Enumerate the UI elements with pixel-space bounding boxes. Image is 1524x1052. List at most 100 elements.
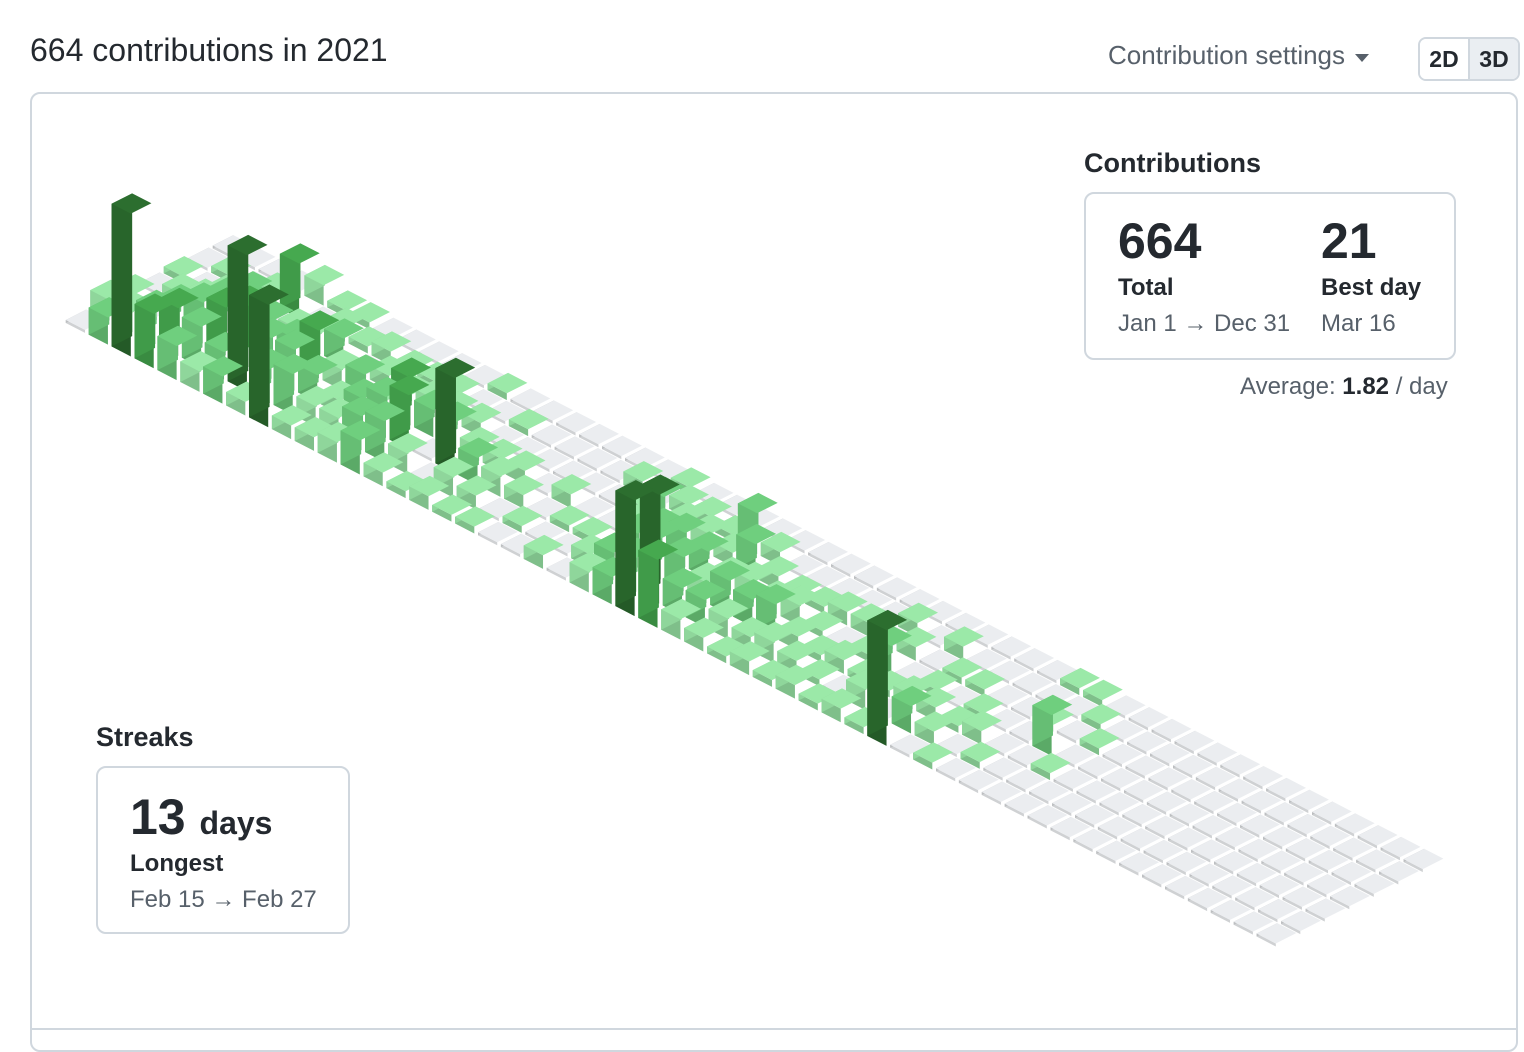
contribution-tile xyxy=(1259,874,1300,899)
contribution-bar xyxy=(914,711,955,746)
contribution-tile xyxy=(1220,754,1261,778)
contribution-bar xyxy=(706,636,747,664)
contribution-tile xyxy=(1192,815,1233,839)
contribution-tile xyxy=(1151,718,1192,743)
contribution-tile xyxy=(1238,838,1279,863)
contribution-tile xyxy=(1281,910,1321,935)
contribution-tile xyxy=(1235,887,1276,911)
contribution-bar xyxy=(549,505,590,533)
contribution-bar xyxy=(896,626,937,661)
contribution-tile xyxy=(1146,791,1187,815)
contribution-tile xyxy=(577,448,618,472)
contribution-tile xyxy=(808,541,849,566)
contribution-tile xyxy=(1172,754,1213,779)
contribution-bar xyxy=(1032,694,1073,756)
contribution-tile xyxy=(1210,899,1251,923)
contribution-tile xyxy=(1258,898,1299,923)
contribution-bar xyxy=(248,284,289,428)
contribution-tile xyxy=(1330,885,1370,910)
contribution-bar xyxy=(752,659,793,687)
contribution-tile xyxy=(1142,864,1182,888)
contribution-tile xyxy=(1282,886,1323,910)
contribution-bar xyxy=(960,741,1001,769)
contribution-bar xyxy=(891,685,932,734)
contribution-tile xyxy=(983,757,1024,781)
streaks-heading: Streaks xyxy=(96,722,194,752)
contribution-bar xyxy=(1082,679,1123,707)
contribution-tile xyxy=(531,424,572,448)
contribution-tile xyxy=(1150,743,1190,767)
longest-streak-range: Feb 15 → Feb 27 xyxy=(130,886,317,913)
contribution-tile xyxy=(1261,850,1302,874)
toggle-2d-button[interactable]: 2D xyxy=(1420,39,1470,79)
contribution-tile xyxy=(1379,861,1419,885)
contribution-bar xyxy=(1030,752,1071,781)
contribution-tile xyxy=(554,436,595,460)
contribution-tile xyxy=(1078,756,1119,780)
contribution-tile xyxy=(876,577,917,601)
contribution-tile xyxy=(1169,803,1210,827)
contribution-bar xyxy=(386,470,427,499)
average-suffix: / day xyxy=(1395,373,1448,400)
contribution-tile xyxy=(890,734,931,758)
best-day-date: Mar 16 xyxy=(1321,310,1396,337)
contribution-tile xyxy=(556,412,597,436)
contribution-tile xyxy=(1148,767,1189,791)
contribution-tile xyxy=(1119,852,1160,876)
contribution-tile xyxy=(1266,777,1307,802)
contribution-tile xyxy=(1285,838,1326,862)
contribution-tile xyxy=(579,423,620,448)
contribution-tile xyxy=(1076,780,1117,804)
contribution-tile xyxy=(602,435,642,460)
contribution-tile xyxy=(477,521,518,546)
contribution-tile xyxy=(1174,730,1215,755)
average-line: Average: 1.82 / day xyxy=(1240,373,1448,401)
contribution-tile xyxy=(1333,837,1374,861)
contribution-tile xyxy=(919,649,960,673)
contribution-tile xyxy=(1096,840,1137,864)
toggle-3d-button[interactable]: 3D xyxy=(1470,39,1518,79)
contribution-tile xyxy=(1166,851,1207,876)
contribution-tile xyxy=(1189,863,1230,887)
contribution-tile xyxy=(1168,827,1209,851)
contribution-bar xyxy=(867,609,908,746)
contribution-bar xyxy=(279,243,320,319)
contribution-tile xyxy=(1217,802,1258,827)
contribution-bar xyxy=(487,372,528,401)
contribution-tile xyxy=(1037,659,1078,684)
contribution-bar xyxy=(227,234,268,392)
contribution-tile xyxy=(1289,789,1329,814)
total-label: Total xyxy=(1118,274,1174,301)
contribution-tile xyxy=(1073,828,1114,853)
contribution-tile xyxy=(1311,801,1352,825)
contribution-bar xyxy=(821,688,862,723)
contributions-heading: Contributions xyxy=(1084,148,1261,178)
chevron-down-icon xyxy=(1355,53,1370,62)
contribution-tile xyxy=(1213,851,1254,875)
contribution-tile xyxy=(1240,814,1280,838)
contribution-tile xyxy=(1287,813,1328,838)
contribution-tile xyxy=(500,533,541,558)
contribution-tile xyxy=(510,388,551,412)
contribution-tile xyxy=(1197,742,1238,766)
contribution-tile xyxy=(1310,825,1351,850)
contribution-tile xyxy=(1354,873,1395,897)
average-value: 1.82 xyxy=(1342,373,1390,400)
contribution-tile xyxy=(600,459,641,484)
contribution-tile xyxy=(1120,828,1161,852)
contribution-tile xyxy=(1334,813,1375,837)
contribution-tile xyxy=(1243,766,1284,790)
contribution-bar xyxy=(134,293,175,369)
contribution-bar xyxy=(414,389,454,438)
contribution-tile xyxy=(853,565,894,589)
contribution-bar xyxy=(615,480,656,617)
contribution-bar xyxy=(780,585,821,627)
contribution-tile xyxy=(1128,707,1169,731)
contribution-tile xyxy=(1218,778,1259,802)
contribution-tile xyxy=(1256,923,1297,947)
contribution-tile xyxy=(1403,848,1444,873)
streaks-card: 13 days Longest Feb 15 → Feb 27 xyxy=(96,766,350,934)
contribution-settings-dropdown[interactable]: Contribution settings xyxy=(1108,40,1370,71)
contribution-bar xyxy=(340,420,381,475)
contribution-bar xyxy=(432,494,473,522)
